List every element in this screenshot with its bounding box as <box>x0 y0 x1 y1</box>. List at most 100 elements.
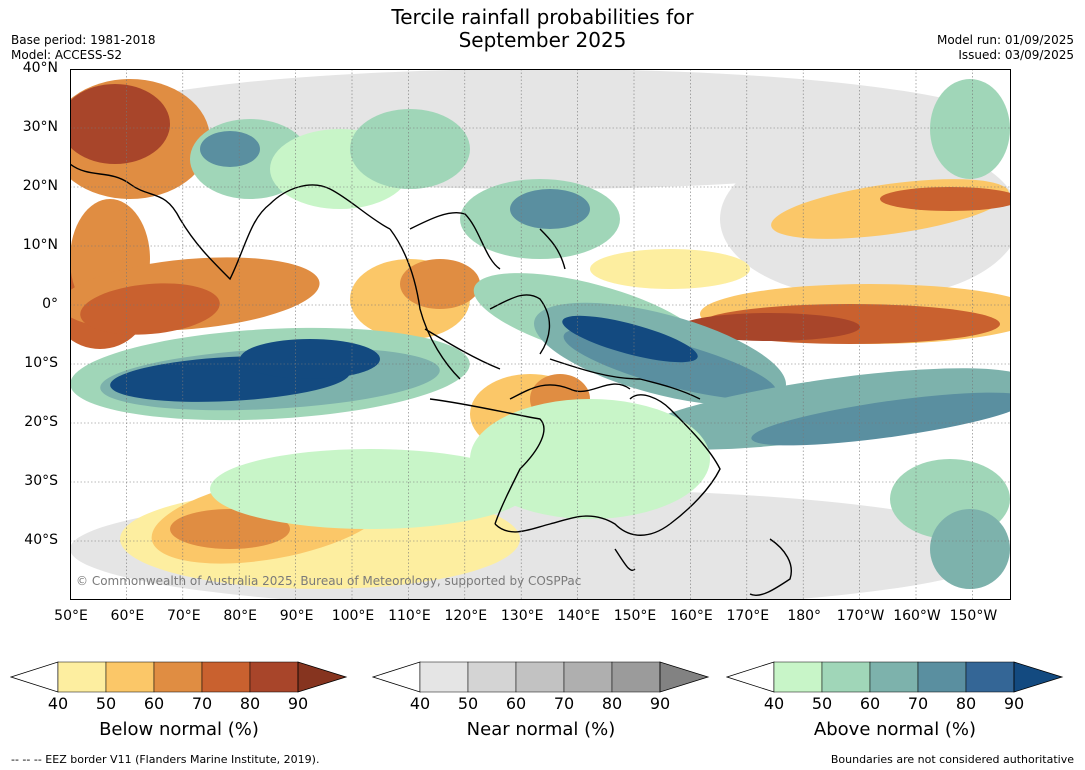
colorbar-segment <box>153 661 203 693</box>
lon-label: 120°E <box>444 608 488 624</box>
lat-label: 30°N <box>22 119 58 135</box>
coastline <box>494 515 671 536</box>
coastline <box>629 394 721 525</box>
colorbar-right-extend <box>1013 661 1064 693</box>
lon-label: 170°E <box>726 608 770 624</box>
probability-region <box>751 392 1011 446</box>
colorbar-tick-label: 50 <box>811 694 833 713</box>
lon-label: 90°E <box>279 608 314 624</box>
colorbar-below-normal <box>10 661 348 693</box>
probability-region <box>80 283 220 335</box>
lat-label: 10°S <box>24 355 58 371</box>
colorbar-right-extend <box>297 661 348 693</box>
coastline <box>749 538 792 596</box>
colorbar-left-extend <box>10 661 59 693</box>
rainfall-probability-map <box>70 69 1011 600</box>
colorbar-tick-label: 70 <box>553 694 575 713</box>
lon-label: 100°E <box>331 608 375 624</box>
colorbar-segment <box>965 661 1015 693</box>
colorbar-tick-label: 80 <box>601 694 623 713</box>
lon-label: 60°E <box>110 608 145 624</box>
colorbar-tick-label: 50 <box>457 694 479 713</box>
probability-region <box>70 84 170 164</box>
probability-region <box>200 131 260 167</box>
colorbar-segment <box>467 661 517 693</box>
lat-label: 10°N <box>22 237 58 253</box>
colorbar-segment <box>611 661 661 693</box>
coastline <box>539 228 566 270</box>
lat-label: 0° <box>42 296 58 312</box>
lon-label: 180° <box>787 608 822 624</box>
colorbar-above-normal <box>726 661 1064 693</box>
colorbar-segment <box>515 661 565 693</box>
colorbar-tick-label: 40 <box>409 694 431 713</box>
colorbar-tick-label: 80 <box>955 694 977 713</box>
lat-label: 20°S <box>24 414 58 430</box>
colorbar-label-above: Above normal (%) <box>813 719 977 740</box>
probability-region <box>240 339 380 379</box>
probability-region <box>680 313 860 341</box>
model-name: Model: ACCESS-S2 <box>11 48 123 62</box>
colorbar-segment <box>249 661 299 693</box>
lon-label: 150°E <box>613 608 657 624</box>
coastline <box>424 328 501 370</box>
lon-label: 140°E <box>557 608 600 624</box>
colorbar-tick-label: 50 <box>95 694 117 713</box>
coastline <box>509 383 631 400</box>
probability-region <box>880 187 1011 211</box>
coastline <box>409 212 501 270</box>
colorbar-segment <box>563 661 613 693</box>
colorbar-segment <box>201 661 251 693</box>
probability-region <box>510 189 590 229</box>
colorbar-segment <box>917 661 967 693</box>
copyright-notice: © Commonwealth of Australia 2025, Bureau… <box>76 574 582 588</box>
lon-label: 50°E <box>54 608 88 624</box>
disclaimer: Boundaries are not considered authoritat… <box>830 753 1074 766</box>
colorbar-tick-label: 40 <box>47 694 69 713</box>
colorbar-tick-label: 60 <box>859 694 881 713</box>
colorbar-tick-label: 60 <box>143 694 165 713</box>
colorbar-segment <box>869 661 919 693</box>
coastline <box>389 228 461 380</box>
colorbar-tick-label: 90 <box>287 694 309 713</box>
lat-label: 30°S <box>24 473 58 489</box>
colorbar-tick-label: 70 <box>191 694 213 713</box>
lon-label: 160°E <box>670 608 713 624</box>
lon-label: 150°W <box>949 608 998 624</box>
base-period: Base period: 1981-2018 <box>11 33 156 47</box>
model-run-date: Model run: 01/09/2025 <box>936 33 1074 47</box>
colorbar-tick-label: 70 <box>907 694 929 713</box>
colorbar-left-extend <box>726 661 775 693</box>
colorbar-tick-label: 90 <box>649 694 671 713</box>
lon-label: 80°E <box>223 608 258 624</box>
lon-label: 110°E <box>388 608 431 624</box>
probability-region <box>930 509 1010 589</box>
probability-region <box>562 315 698 363</box>
probability-region <box>930 79 1010 179</box>
colorbar-tick-label: 60 <box>505 694 527 713</box>
colorbar-tick-label: 80 <box>239 694 261 713</box>
colorbar-left-extend <box>372 661 421 693</box>
probability-region <box>350 109 470 189</box>
probability-region <box>210 449 530 529</box>
map-title-line-2: September 2025 <box>458 28 627 52</box>
coastline <box>549 358 701 400</box>
colorbar-label-near: Near normal (%) <box>466 719 616 740</box>
colorbar-segment <box>821 661 871 693</box>
coastline <box>70 163 391 281</box>
coastline <box>489 294 551 355</box>
coastline <box>429 398 545 525</box>
colorbar-segment <box>419 661 469 693</box>
colorbar-right-extend <box>659 661 710 693</box>
colorbar-tick-label: 90 <box>1003 694 1025 713</box>
colorbar-segment <box>773 661 823 693</box>
colorbar-tick-label: 40 <box>763 694 785 713</box>
map-frame <box>70 69 1011 600</box>
graticule <box>70 69 1011 600</box>
probability-region <box>170 509 290 549</box>
issued-date: Issued: 03/09/2025 <box>958 48 1074 62</box>
lon-label: 170°W <box>836 608 885 624</box>
probability-region <box>631 368 1011 450</box>
probability-field <box>70 69 1011 600</box>
map-title-line-1: Tercile rainfall probabilities for <box>391 5 694 29</box>
